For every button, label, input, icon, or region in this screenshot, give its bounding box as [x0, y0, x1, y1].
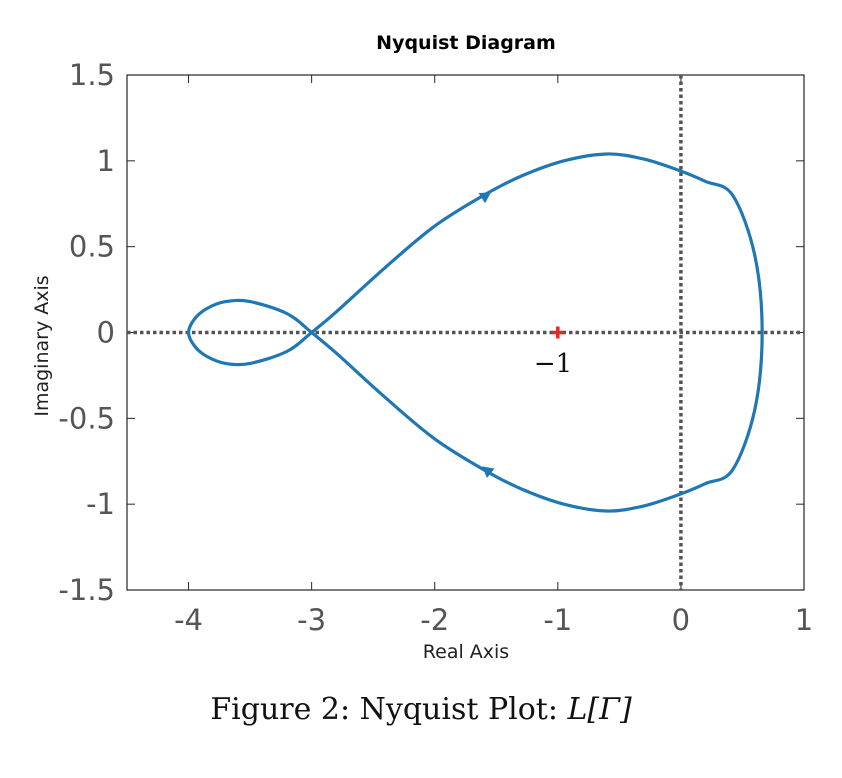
y-tick-label: -1.5 [58, 573, 115, 607]
y-tick-label: 1.5 [69, 58, 115, 92]
y-tick-label: -1 [86, 487, 115, 521]
plot-area: -4 -3 -2 -1 0 1 -1.5 -1 -0.5 0 0.5 1 1.5 [58, 58, 813, 637]
caption-prefix: Figure 2: Nyquist Plot: [210, 692, 568, 727]
caption-math: L[Γ] [567, 692, 632, 727]
minus-one-label: −1 [534, 349, 572, 379]
x-tick-label: -3 [297, 603, 326, 637]
x-tick-label: 0 [672, 603, 690, 637]
x-tick-label: -1 [543, 603, 572, 637]
nyquist-curve [186, 152, 764, 513]
y-tick-label: 0 [97, 316, 115, 350]
y-tick-label: 0.5 [69, 230, 115, 264]
y-axis-label: Imaginary Axis [31, 275, 53, 416]
x-tick-label: -2 [420, 603, 449, 637]
x-tick-label: -4 [174, 603, 203, 637]
x-axis-label: Real Axis [423, 641, 509, 663]
y-tick-label: -0.5 [58, 401, 115, 435]
direction-arrow [482, 466, 495, 478]
x-tick-label: 1 [795, 603, 813, 637]
y-tick-label: 1 [97, 144, 115, 178]
chart-title: Nyquist Diagram [376, 32, 556, 54]
direction-arrow [478, 192, 492, 204]
figure-caption: Figure 2: Nyquist Plot: L[Γ] [0, 692, 842, 727]
